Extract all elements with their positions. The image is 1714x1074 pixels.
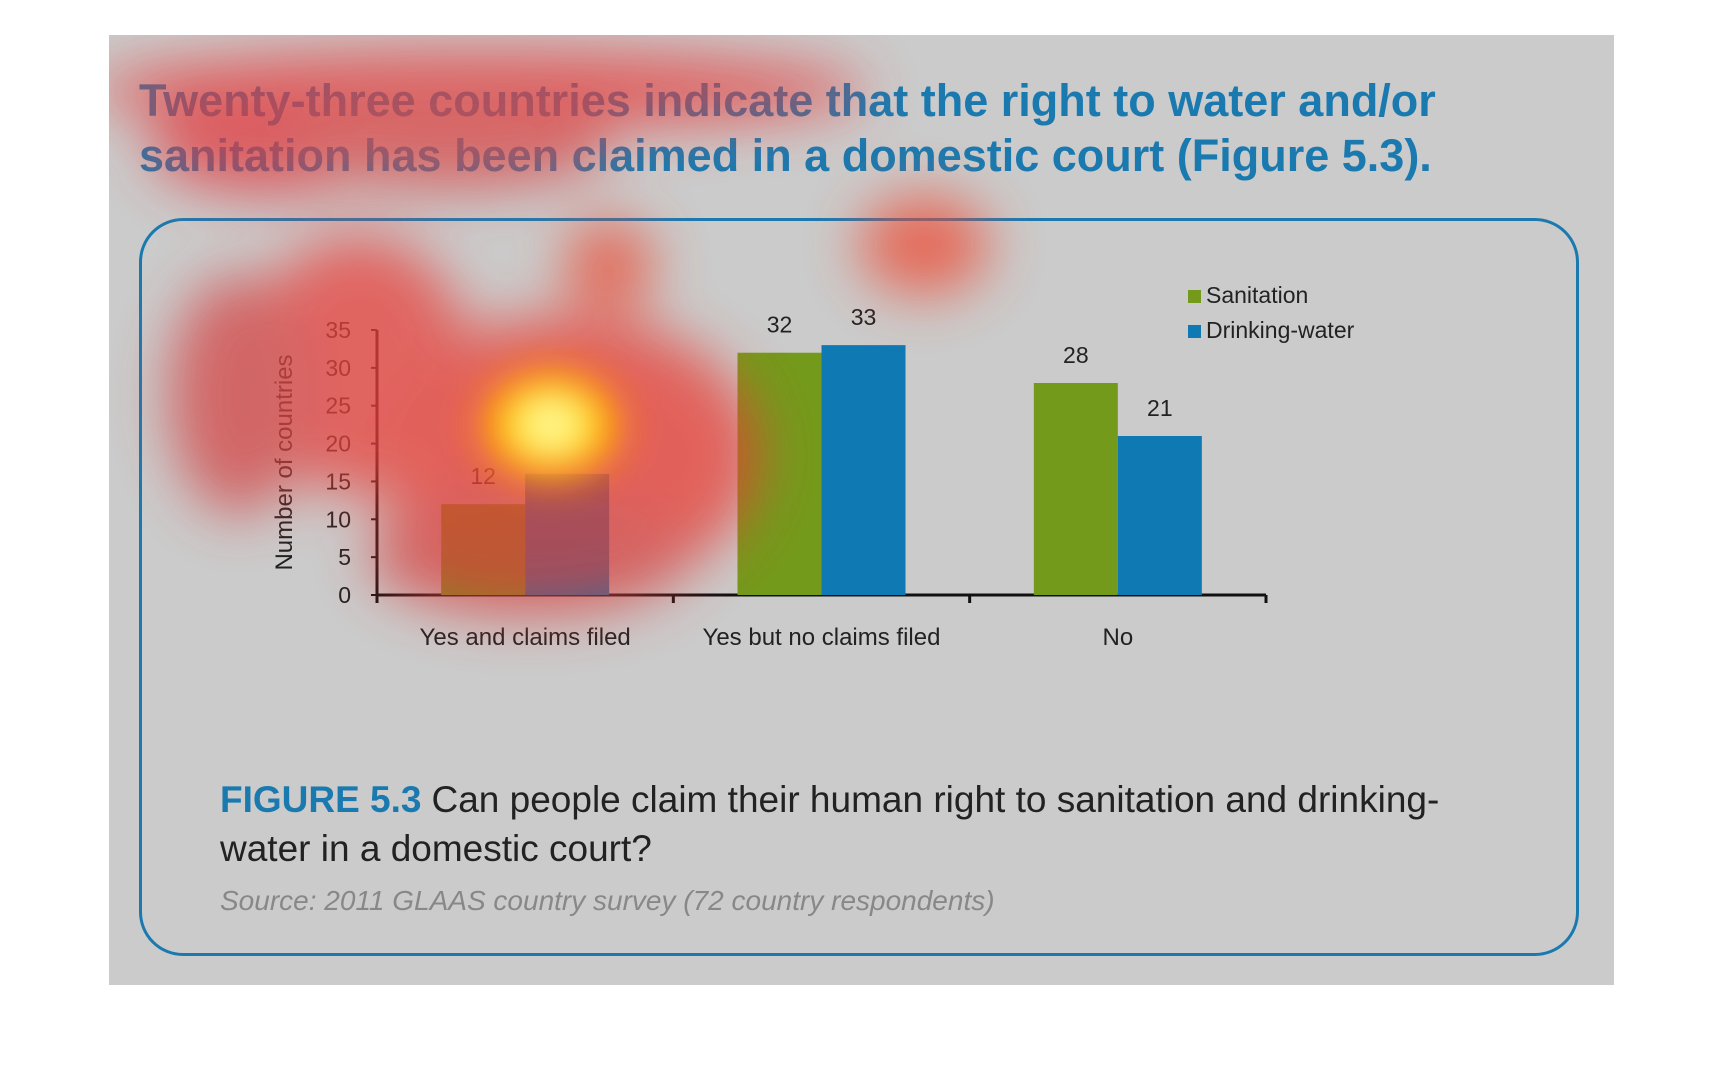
bar-value-label: 32 [767, 312, 793, 338]
bar-sanitation [441, 504, 526, 595]
x-category-label: Yes and claims filed [420, 624, 631, 651]
figure-source: Source: 2011 GLAAS country survey (72 co… [220, 885, 995, 916]
y-tick-label: 10 [325, 506, 351, 532]
bar-sanitation [1033, 383, 1118, 595]
bar-value-label: 28 [1063, 342, 1089, 368]
y-tick-label: 25 [325, 393, 351, 419]
bar-value-label: 33 [851, 304, 877, 330]
bar-value-label: 21 [1147, 395, 1173, 421]
x-category-label: No [1102, 624, 1133, 651]
slide-heading: Twenty-three countries indicate that the… [139, 75, 1436, 181]
y-tick-label: 0 [338, 582, 351, 608]
bar-drinking-water [821, 345, 906, 595]
legend-label: Drinking-water [1206, 317, 1355, 343]
figure-caption-text: Can people claim their human right to sa… [220, 779, 1440, 869]
y-tick-label: 5 [338, 544, 351, 570]
slide: Twenty-three countries indicate that the… [109, 35, 1614, 985]
bar-sanitation [737, 352, 822, 595]
figure-caption: FIGURE 5.3 Can people claim their human r… [220, 775, 1470, 873]
y-tick-label: 15 [325, 468, 351, 494]
figure-panel: 0 5 10 15 20 25 30 35 Number of countries 12 Yes a… [139, 218, 1579, 956]
y-axis-label: Number of countries [271, 354, 298, 570]
y-tick-label: 30 [325, 355, 351, 381]
bar-value-label: 12 [470, 463, 496, 489]
bar-chart: 0 5 10 15 20 25 30 35 Number of countries 12 Yes a… [271, 282, 1355, 651]
figure-caption-label: FIGURE 5.3 [220, 779, 422, 820]
y-tick-label: 20 [325, 431, 351, 457]
legend-swatch [1188, 325, 1201, 338]
bar-drinking-water [525, 473, 610, 595]
legend-swatch [1188, 290, 1201, 303]
x-category-label: Yes but no claims filed [703, 624, 941, 651]
y-tick-label: 35 [325, 317, 351, 343]
legend-label: Sanitation [1206, 282, 1308, 308]
bar-drinking-water [1117, 436, 1202, 595]
